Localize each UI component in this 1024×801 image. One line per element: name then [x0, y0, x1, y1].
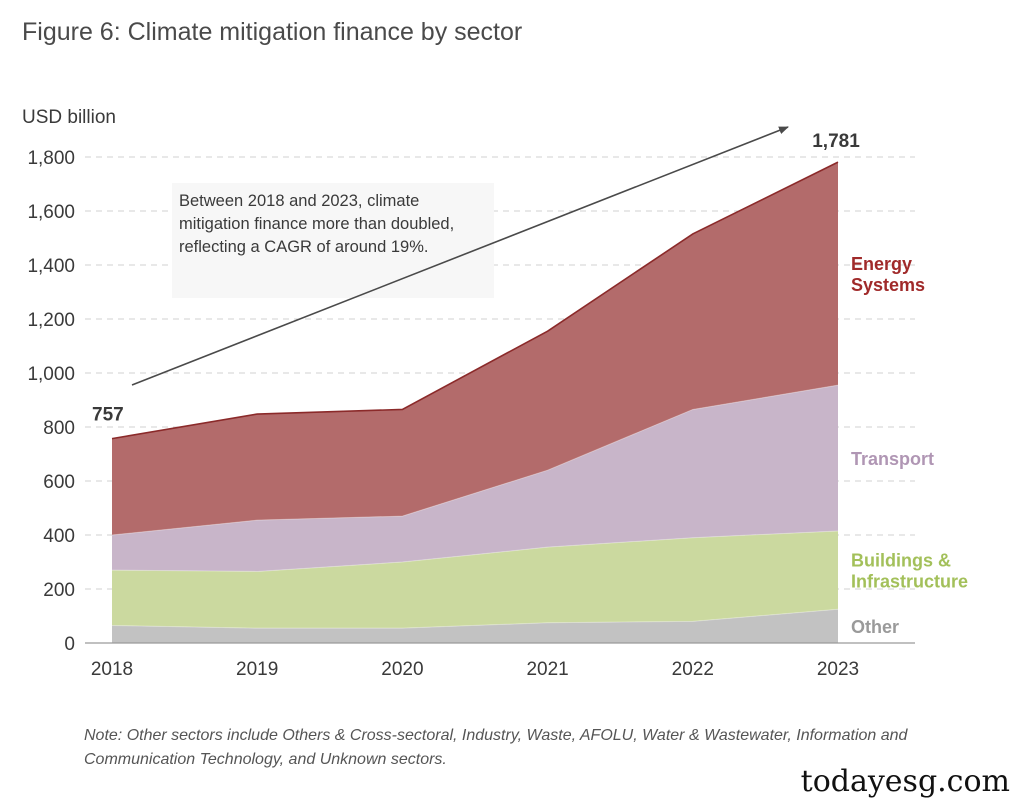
y-tick-label: 1,000: [27, 364, 75, 385]
layer-boundary: [111, 530, 839, 572]
x-tick-label: 2022: [672, 659, 714, 680]
growth-arrow: [131, 126, 789, 386]
y-axis-title: USD billion: [22, 107, 116, 128]
annotation-text: mitigation finance more than doubled,: [179, 215, 454, 233]
annotation-box: [172, 183, 494, 298]
annotation-text: Between 2018 and 2023, climate: [179, 192, 419, 210]
x-tick-label: 2020: [381, 659, 423, 680]
x-tick-label: 2021: [526, 659, 568, 680]
series-label: Systems: [851, 275, 925, 295]
area-energy-systems: [112, 162, 838, 535]
y-tick-label: 1,400: [27, 256, 75, 277]
x-tick-label: 2023: [817, 659, 859, 680]
area-transport: [112, 385, 838, 572]
data-label-2018: 757: [92, 405, 124, 426]
annotation-text: reflecting a CAGR of around 19%.: [179, 238, 428, 256]
series-label: Transport: [851, 449, 934, 469]
series-label: Infrastructure: [851, 572, 968, 592]
y-tick-label: 600: [43, 472, 75, 493]
y-tick-label: 1,600: [27, 202, 75, 223]
total-line: [111, 161, 839, 440]
layer-boundary: [111, 608, 839, 629]
data-label-2023: 1,781: [812, 131, 860, 152]
y-tick-label: 400: [43, 526, 75, 547]
area-buildings-infrastructure: [112, 530, 838, 629]
y-tick-label: 200: [43, 580, 75, 601]
series-label: Other: [851, 617, 899, 637]
watermark-text: todayesg.com: [800, 764, 1010, 799]
footnote: Note: Other sectors include Others & Cro…: [84, 727, 908, 768]
layer-boundary: [111, 384, 839, 536]
y-tick-label: 800: [43, 418, 75, 439]
x-tick-label: 2018: [91, 659, 133, 680]
x-tick-label: 2019: [236, 659, 278, 680]
y-tick-label: 1,800: [27, 148, 75, 169]
y-tick-label: 0: [64, 634, 75, 655]
page-title: Figure 6: Climate mitigation finance by …: [22, 18, 523, 46]
series-label: Buildings &: [851, 551, 951, 571]
area-other: [112, 609, 838, 643]
y-tick-label: 1,200: [27, 310, 75, 331]
series-label: Energy: [851, 254, 912, 274]
